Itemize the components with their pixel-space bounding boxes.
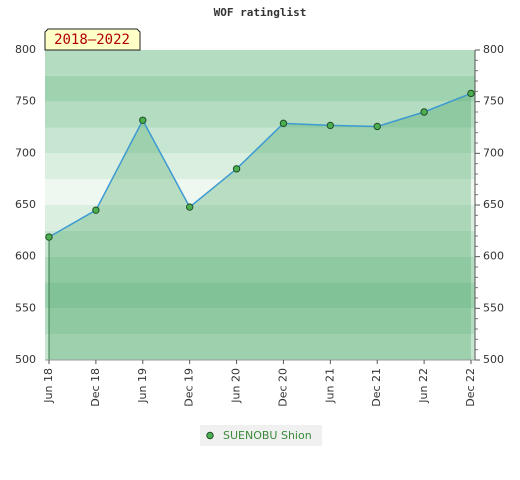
background-band: [45, 153, 475, 180]
point: [185, 203, 194, 211]
point: [467, 89, 475, 98]
y2-tick-label: 600: [483, 250, 504, 263]
x-tick-label: Jun 21: [323, 368, 336, 404]
y2-tick-label: 550: [483, 301, 504, 314]
y2-tick-label: 700: [483, 146, 504, 159]
y2-tick-label: 800: [483, 43, 504, 56]
line: [48, 92, 472, 238]
x-tick-label: Dec 18: [89, 368, 102, 407]
x-tick-label: Jun 19: [136, 368, 149, 404]
x-tick-label: Jun 22: [417, 368, 430, 404]
y-tick-label: 550: [15, 301, 36, 314]
point: [92, 206, 100, 214]
y-tick-label: 600: [15, 250, 36, 263]
y2-tick-label: 650: [483, 198, 504, 211]
y-tick-label: 500: [15, 353, 36, 366]
chart-title: WOF ratinglist: [214, 6, 307, 19]
badge-text: 2018–2022: [54, 32, 130, 48]
point: [420, 108, 428, 116]
point: [373, 122, 381, 131]
x-tick-label: Dec 20: [276, 368, 289, 407]
point: [279, 119, 288, 128]
badge-box: [44, 28, 141, 51]
y-tick-label: 650: [15, 198, 36, 211]
background-band: [45, 282, 475, 309]
legend-marker: [206, 431, 214, 440]
x-tick-label: Dec 19: [183, 368, 196, 407]
background-band: [45, 230, 475, 257]
y2-tick-label: 750: [483, 95, 504, 108]
background-band: [45, 75, 475, 102]
point: [45, 233, 53, 241]
background-band: [45, 127, 475, 154]
point: [232, 165, 241, 173]
legend: SUENOBU Shion: [200, 425, 322, 446]
background-band: [45, 308, 475, 335]
y2-tick-label: 500: [483, 353, 504, 366]
background-band: [45, 179, 475, 205]
x-tick-label: Dec 21: [370, 368, 383, 407]
y-tick-label: 700: [15, 146, 36, 159]
background-band: [45, 256, 475, 283]
background-band: [45, 101, 475, 128]
background-band: [45, 50, 475, 76]
badge: 2018–2022: [44, 28, 141, 51]
x-tick-label: Jun 18: [42, 368, 55, 404]
background-band: [45, 334, 475, 360]
y-tick-label: 750: [15, 95, 36, 108]
legend-label: SUENOBU Shion: [223, 429, 312, 442]
x-tick-label: Jun 20: [230, 368, 243, 404]
point: [139, 116, 147, 124]
y-tick-label: 800: [15, 43, 36, 56]
area: [49, 93, 471, 361]
point: [326, 121, 335, 130]
legend-box: [200, 425, 322, 446]
background-band: [45, 205, 475, 231]
x-tick-label: Dec 22: [464, 368, 477, 407]
